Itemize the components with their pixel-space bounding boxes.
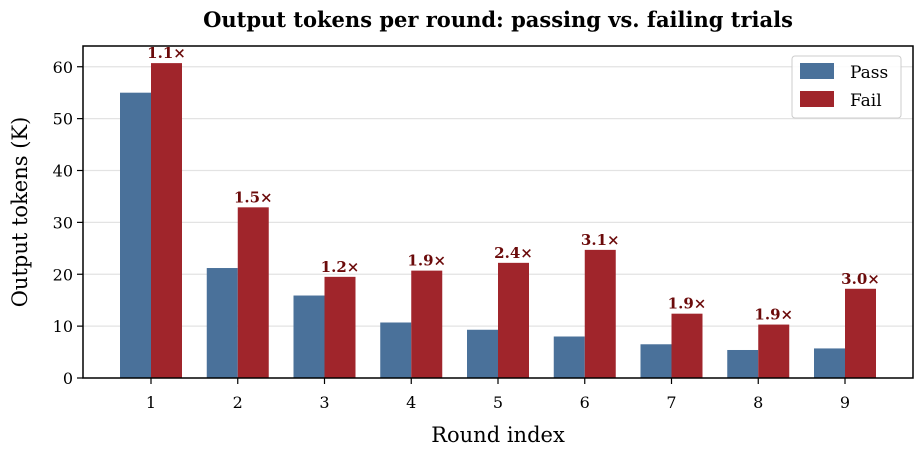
ratio-label: 1.9× xyxy=(668,295,707,313)
y-tick-label: 30 xyxy=(53,213,73,232)
bar-fail xyxy=(845,288,876,378)
bar-pass xyxy=(120,92,151,378)
bar-pass xyxy=(206,268,238,378)
x-axis-label: Round index xyxy=(431,423,565,447)
bar-fail xyxy=(237,207,269,378)
bar-pass xyxy=(380,322,412,378)
y-tick-label: 50 xyxy=(53,110,73,129)
bar-fail xyxy=(584,249,616,378)
ratio-label: 1.2× xyxy=(321,258,360,276)
bar-fail xyxy=(324,276,356,378)
bar-fail xyxy=(498,262,529,378)
x-tick-label: 9 xyxy=(840,393,850,412)
x-tick-label: 4 xyxy=(406,393,416,412)
bar-pass xyxy=(293,295,325,378)
legend-label-pass: Pass xyxy=(850,63,888,83)
y-tick-label: 20 xyxy=(53,265,73,284)
x-tick-label: 1 xyxy=(146,393,156,412)
bar-fail xyxy=(758,324,790,378)
bar-fail xyxy=(671,313,703,378)
bar-pass xyxy=(553,336,585,378)
ratio-label: 2.4× xyxy=(494,244,533,262)
x-tick-label: 6 xyxy=(580,393,590,412)
chart-title: Output tokens per round: passing vs. fai… xyxy=(203,7,793,32)
y-tick-label: 40 xyxy=(53,162,73,181)
legend-swatch-fail xyxy=(800,91,834,107)
x-tick-label: 3 xyxy=(319,393,329,412)
bars xyxy=(120,63,876,379)
bar-pass xyxy=(467,329,498,378)
ratio-label: 1.1× xyxy=(147,44,186,62)
x-tick-label: 7 xyxy=(666,393,676,412)
ratio-label: 1.5× xyxy=(234,188,273,206)
ratio-label: 1.9× xyxy=(754,306,793,324)
x-tick-label: 2 xyxy=(233,393,243,412)
y-tick-label: 0 xyxy=(63,369,73,388)
legend-swatch-pass xyxy=(800,63,834,79)
x-tick-label: 8 xyxy=(753,393,763,412)
legend: Pass Fail xyxy=(791,55,902,119)
y-axis-label: Output tokens (K) xyxy=(8,117,32,308)
x-tick-label: 5 xyxy=(493,393,503,412)
ratio-label: 3.1× xyxy=(581,231,620,249)
bar-fail xyxy=(151,63,182,379)
bar-pass xyxy=(640,344,672,378)
y-tick-label: 60 xyxy=(53,58,73,77)
y-axis-ticks: 0 10 20 30 40 50 60 xyxy=(53,58,83,388)
y-tick-label: 10 xyxy=(53,317,73,336)
ratio-label: 3.0× xyxy=(841,270,880,288)
x-axis-ticks: 1 2 3 4 5 6 7 8 9 xyxy=(146,378,850,412)
bar-pass xyxy=(814,348,845,378)
ratio-annotations: 1.1× 1.5× 1.2× 1.9× 2.4× 3.1× 1.9× 1.9× 3.0× xyxy=(147,44,880,323)
ratio-label: 1.9× xyxy=(407,252,446,270)
bar-fail xyxy=(411,270,443,378)
legend-label-fail: Fail xyxy=(850,91,882,111)
bar-pass xyxy=(727,349,759,378)
